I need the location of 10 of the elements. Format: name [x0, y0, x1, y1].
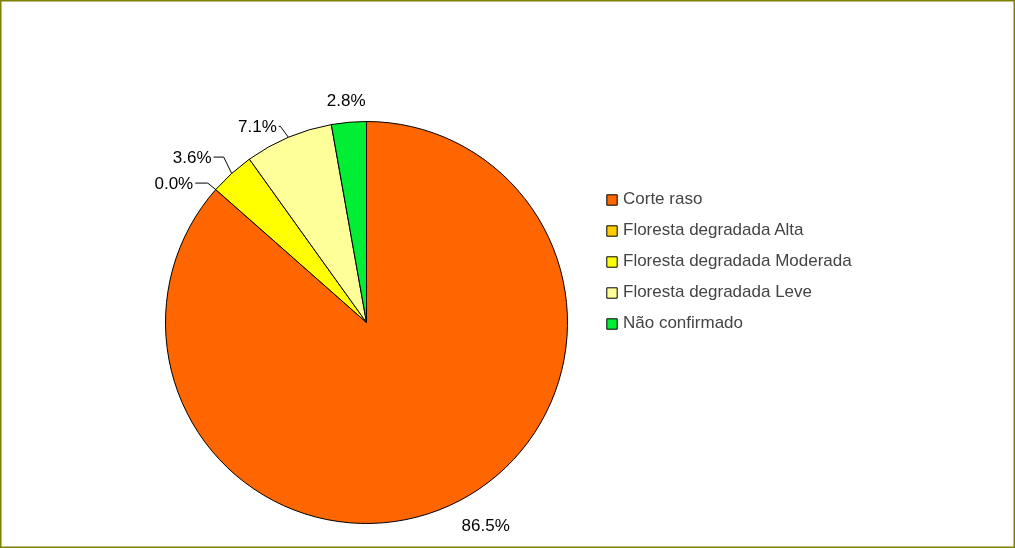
data-label: 2.8% [326, 90, 366, 110]
data-label: 3.6% [172, 147, 212, 167]
text: 0.0% [154, 173, 194, 193]
legend-label: Corte raso [623, 189, 703, 209]
data-label: 86.5% [461, 516, 510, 536]
data-label: 7.1% [238, 116, 277, 136]
legend-label: Floresta degradada Leve [623, 282, 813, 302]
legend-label: Floresta degradada Alta [623, 220, 804, 240]
legend-label: Floresta degradada Moderada [623, 251, 852, 271]
legend-label: Não confirmado [623, 313, 744, 333]
